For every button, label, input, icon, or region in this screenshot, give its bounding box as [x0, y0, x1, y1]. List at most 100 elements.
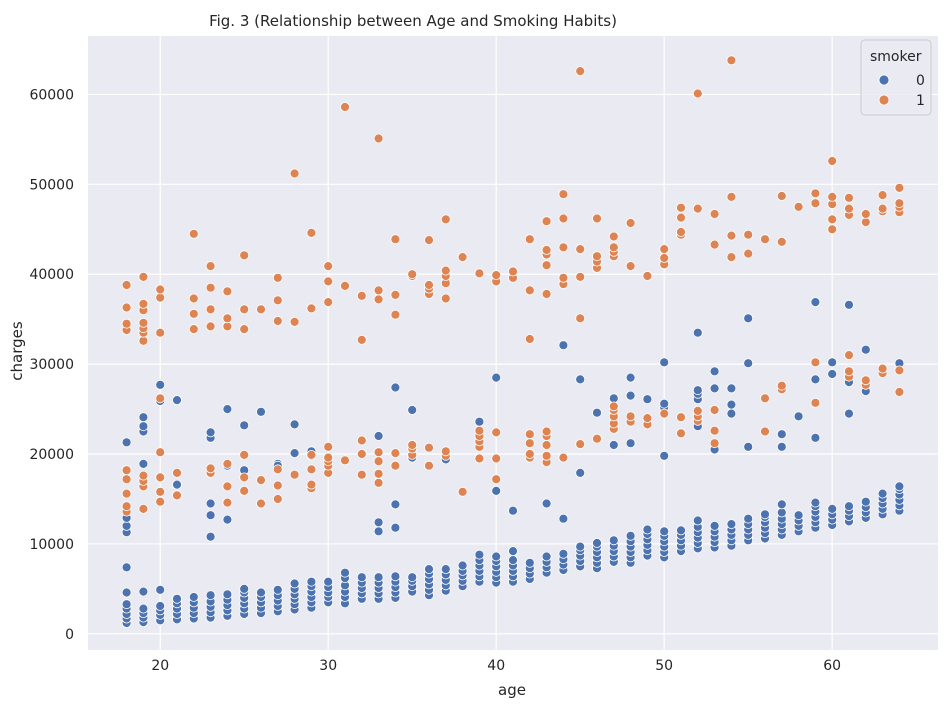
data-point-smoker-1: [558, 272, 569, 283]
data-point-smoker-0: [138, 421, 149, 432]
data-point-smoker-0: [172, 593, 182, 604]
data-point-smoker-1: [659, 408, 670, 419]
data-point-smoker-0: [844, 408, 854, 419]
y-tick-label: 50000: [29, 177, 74, 193]
data-point-smoker-1: [642, 271, 653, 281]
y-tick-label: 40000: [29, 267, 74, 283]
data-point-smoker-0: [373, 431, 384, 441]
data-point-smoker-0: [760, 509, 770, 520]
data-point-smoker-1: [289, 469, 300, 480]
data-point-smoker-1: [424, 280, 434, 290]
data-point-smoker-1: [894, 365, 905, 376]
data-point-smoker-1: [726, 55, 737, 66]
data-point-smoker-0: [642, 524, 653, 535]
data-point-smoker-1: [138, 470, 149, 481]
y-tick-label: 0: [65, 627, 74, 643]
data-point-smoker-0: [356, 572, 367, 583]
legend: smoker 0 1: [860, 39, 932, 116]
data-point-smoker-1: [172, 490, 182, 501]
data-point-smoker-1: [676, 428, 686, 439]
data-point-smoker-1: [121, 318, 132, 329]
data-point-smoker-0: [575, 374, 586, 385]
data-point-smoker-1: [155, 447, 166, 458]
data-point-smoker-1: [592, 213, 602, 224]
data-point-smoker-0: [205, 427, 216, 438]
data-point-smoker-0: [172, 395, 182, 406]
data-point-smoker-1: [793, 201, 804, 212]
data-point-smoker-0: [508, 555, 518, 565]
data-point-smoker-0: [575, 467, 586, 478]
data-point-smoker-1: [776, 191, 787, 201]
y-tick-label: 60000: [29, 87, 74, 103]
data-point-smoker-1: [894, 182, 905, 193]
data-point-smoker-1: [340, 455, 350, 466]
data-point-smoker-1: [592, 251, 602, 262]
data-point-smoker-0: [424, 564, 434, 574]
data-point-smoker-1: [692, 203, 703, 214]
data-point-smoker-1: [356, 435, 367, 446]
data-point-smoker-1: [592, 433, 602, 444]
data-point-smoker-1: [743, 229, 754, 240]
data-point-smoker-1: [558, 242, 569, 253]
data-point-smoker-1: [138, 503, 149, 514]
data-point-smoker-0: [373, 526, 384, 537]
data-point-smoker-1: [524, 429, 535, 440]
data-point-smoker-0: [810, 432, 821, 443]
data-point-smoker-1: [827, 224, 838, 235]
data-point-smoker-0: [776, 441, 787, 452]
data-point-smoker-1: [373, 456, 384, 467]
data-point-smoker-1: [827, 191, 838, 202]
data-point-smoker-1: [424, 235, 434, 246]
y-axis-label: charges: [8, 321, 26, 381]
data-point-smoker-1: [625, 218, 636, 228]
data-point-smoker-1: [272, 494, 283, 504]
data-point-smoker-1: [524, 438, 535, 449]
data-point-smoker-0: [860, 344, 871, 355]
data-point-smoker-0: [541, 551, 552, 562]
data-point-smoker-1: [810, 188, 821, 199]
legend-label-0: 0: [916, 73, 925, 89]
data-point-smoker-1: [121, 488, 132, 499]
data-point-smoker-1: [541, 245, 552, 255]
data-point-smoker-1: [440, 446, 451, 457]
data-point-smoker-1: [188, 228, 199, 239]
data-point-smoker-0: [121, 587, 132, 598]
data-point-smoker-1: [356, 469, 367, 480]
data-point-smoker-1: [541, 216, 552, 227]
data-point-smoker-1: [709, 438, 720, 449]
data-point-smoker-0: [810, 374, 821, 385]
data-point-smoker-1: [256, 475, 266, 486]
data-point-smoker-1: [491, 474, 502, 485]
data-point-smoker-1: [121, 465, 132, 476]
data-point-smoker-0: [877, 488, 888, 499]
data-point-smoker-1: [155, 292, 166, 303]
data-point-smoker-0: [474, 416, 485, 427]
data-point-smoker-0: [138, 458, 149, 469]
data-point-smoker-1: [457, 252, 468, 263]
data-point-smoker-0: [894, 481, 905, 492]
data-point-smoker-0: [793, 510, 804, 521]
data-point-smoker-0: [625, 438, 636, 449]
data-point-smoker-0: [205, 531, 216, 542]
data-point-smoker-1: [121, 280, 132, 290]
data-point-smoker-0: [239, 420, 250, 431]
data-point-smoker-0: [810, 497, 821, 508]
data-point-smoker-1: [138, 317, 149, 328]
data-point-smoker-1: [625, 411, 636, 422]
data-point-smoker-1: [256, 304, 266, 315]
data-point-smoker-1: [272, 295, 283, 306]
data-point-smoker-0: [776, 429, 787, 440]
data-point-smoker-0: [726, 383, 737, 394]
data-point-smoker-1: [323, 441, 334, 452]
data-point-smoker-1: [760, 393, 770, 404]
data-point-smoker-1: [440, 293, 451, 304]
data-point-smoker-1: [558, 213, 569, 224]
data-point-smoker-1: [205, 463, 216, 474]
data-point-smoker-1: [373, 468, 384, 479]
data-point-smoker-0: [608, 440, 619, 450]
data-point-smoker-0: [592, 538, 602, 548]
data-point-smoker-0: [121, 599, 132, 610]
data-point-smoker-1: [289, 168, 300, 179]
data-point-smoker-1: [222, 481, 233, 492]
